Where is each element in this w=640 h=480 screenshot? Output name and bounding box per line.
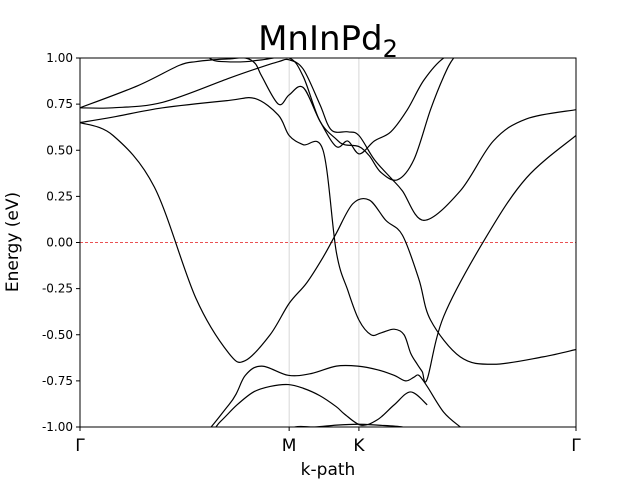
x-tick-label-0: Γ: [75, 436, 85, 456]
chart-title-main: MnInPd: [258, 19, 383, 59]
y-tick-label-3: -0.25: [42, 282, 73, 296]
band-8: [80, 58, 445, 155]
y-axis-ticks: -1.00 -0.75 -0.50 -0.25 0.00 0.25 0.50 0.75 1.00: [42, 51, 80, 434]
y-tick-label-4: 0.00: [46, 236, 73, 250]
y-tick-label-7: 0.75: [46, 97, 73, 111]
y-tick-label-1: -0.75: [42, 374, 73, 388]
x-axis-label: k-path: [301, 460, 356, 480]
y-tick-label-2: -0.50: [42, 328, 73, 342]
chart-title: MnInPd2: [258, 19, 398, 63]
chart-title-subscript: 2: [383, 35, 398, 63]
y-tick-label-0: -1.00: [42, 420, 73, 434]
y-tick-label-5: 0.25: [46, 189, 73, 203]
y-tick-label-8: 1.00: [46, 51, 73, 65]
band-3: [215, 383, 428, 427]
x-tick-label-2: K: [353, 436, 365, 456]
band-9: [208, 58, 455, 181]
x-tick-label-1: M: [282, 436, 297, 456]
bands-group: [80, 58, 576, 427]
x-tick-label-3: Γ: [571, 436, 581, 456]
band-5: [80, 122, 576, 365]
band-7: [80, 58, 576, 221]
band-6: [80, 97, 576, 383]
band-2: [293, 423, 406, 427]
band-4: [210, 364, 461, 427]
band-1: [355, 426, 374, 427]
y-tick-label-6: 0.50: [46, 143, 73, 157]
y-axis-label: Energy (eV): [3, 192, 23, 292]
high-symmetry-lines: [288, 58, 360, 427]
